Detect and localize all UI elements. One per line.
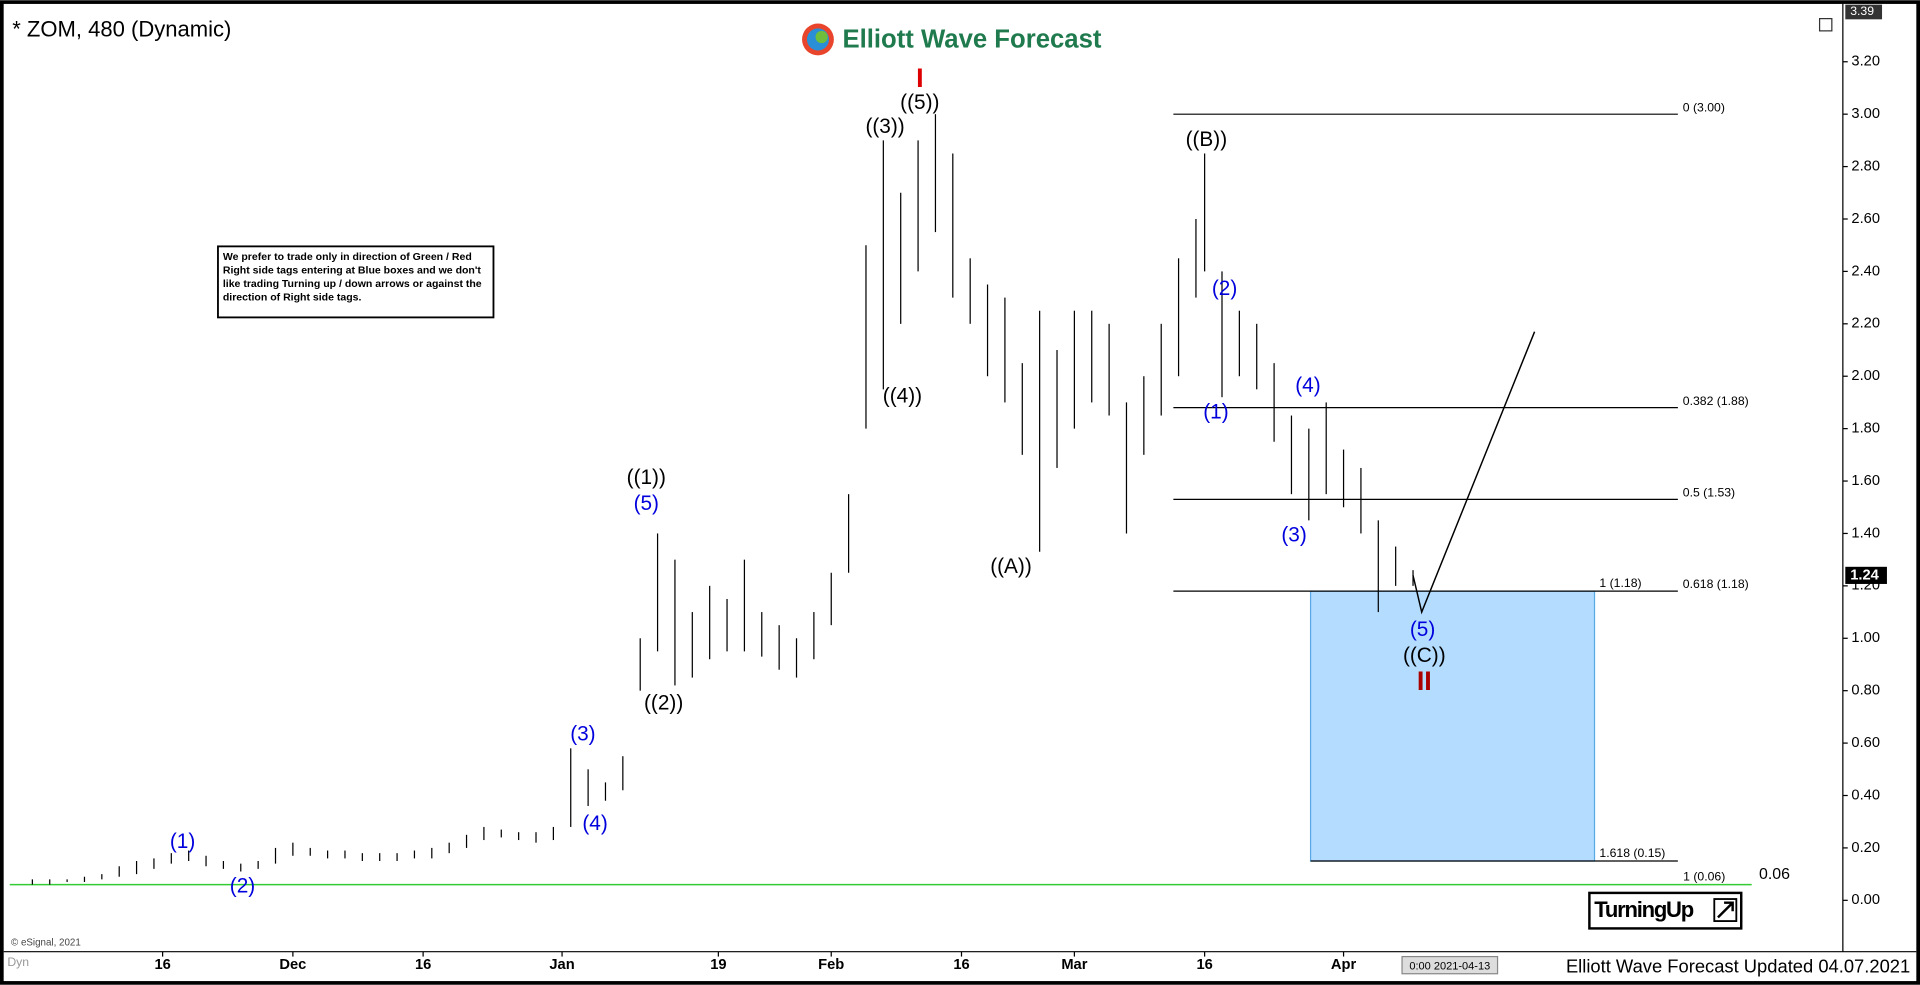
note: We prefer to trade only in direction of … [222,250,482,303]
y-tick-label: 1.60 [1851,473,1880,489]
fib-label: 0 (3.00) [1683,100,1725,114]
wave-label: (3) [570,723,595,746]
wave-label: II [1417,666,1432,696]
fib-label: 0.5 (1.53) [1683,485,1735,499]
x-tick-label: 19 [710,957,726,973]
wave-label: ((2)) [644,691,683,714]
y-tick-label: 0.00 [1851,892,1880,908]
wave-label: (4) [582,812,607,835]
x-tick-label: 16 [953,957,969,973]
corner-label: Dyn [7,955,29,969]
wave-label: (2) [1212,277,1237,300]
wave-label: ((B)) [1186,128,1228,151]
badge-text: TurningUp [1594,897,1693,922]
footer: Elliott Wave Forecast Updated 04.07.2021 [1566,955,1910,976]
wave-label: I [916,63,923,93]
fib-label: 0.382 (1.88) [1683,394,1749,408]
box-bottom-label: 1.618 (0.15) [1599,846,1665,860]
y-tick-label: 0.80 [1851,683,1880,699]
wave-label: (5) [1410,618,1435,641]
badge-arrow [1717,901,1734,919]
x-tick-label: 16 [154,957,170,973]
wave-label: ((5)) [900,91,939,114]
note-text: We prefer to trade only in direction of … [222,250,482,303]
wave-label: ((C)) [1403,644,1446,667]
cursor-time: 0:00 2021-04-13 [1409,960,1490,972]
x-tick-label: Dec [279,957,306,973]
note-box [217,245,495,319]
wave-label: ((1)) [627,466,666,489]
logo-icon-core [815,30,828,44]
last-price-box [1845,566,1887,584]
x-tick-label: Mar [1061,957,1087,973]
wave-label: (2) [230,875,255,898]
x-tick-label: Apr [1331,957,1357,973]
cursor-time-box [1401,955,1499,975]
last-price-label: 1.24 [1850,567,1879,583]
y-tick-label: 0.60 [1851,735,1880,751]
y-tick-label: 2.00 [1851,368,1880,384]
wave-label: ((4)) [883,385,922,408]
y-tick-label: 2.40 [1851,263,1880,279]
wave-label: (4) [1295,374,1320,397]
y-tick-label: 1.80 [1851,421,1880,437]
box-top-label: 1 (1.18) [1599,576,1641,590]
y-tick-label: 3.20 [1851,54,1880,70]
logo-text: Elliott Wave Forecast [842,25,1101,53]
y-tick-label: 2.80 [1851,158,1880,174]
wave-label: (1) [1203,400,1228,423]
wave-label: (3) [1281,524,1306,547]
support-label: 1 (0.06) [1683,869,1725,883]
y-tick-label: 0.40 [1851,787,1880,803]
wave-label: (1) [170,830,195,853]
chart-title: * ZOM, 480 (Dynamic) [12,17,231,42]
y-tick-label: 2.60 [1851,211,1880,227]
wave-label: ((A)) [990,555,1032,578]
axis-top-box [1845,4,1883,20]
target-box [1309,590,1596,862]
y-tick-label: 3.00 [1851,106,1880,122]
y-tick-label: 2.20 [1851,316,1880,332]
copyright: © eSignal, 2021 [11,938,81,949]
fib-label: 0.618 (1.18) [1683,577,1749,591]
x-tick-label: Feb [818,957,844,973]
x-tick-label: Jan [549,957,574,973]
y-tick-label: 0.20 [1851,840,1880,856]
axis-top-label: 3.39 [1850,4,1874,18]
background [3,3,1917,982]
wave-label: (5) [634,492,659,515]
y-tick-label: 1.40 [1851,525,1880,541]
support-value: 0.06 [1759,866,1790,883]
x-tick-label: 16 [415,957,431,973]
window-icon[interactable] [1818,18,1833,32]
x-tick-label: 16 [1196,957,1212,973]
projection-line [1412,331,1536,615]
wave-label: ((3)) [865,115,904,138]
y-tick-label: 1.00 [1851,630,1880,646]
